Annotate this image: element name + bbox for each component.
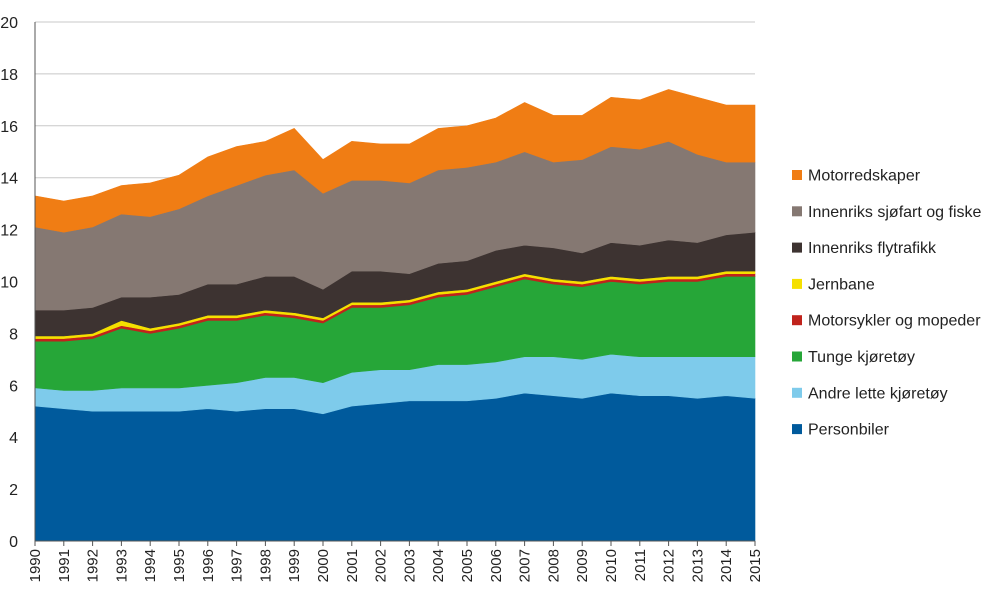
x-tick-label: 2002 (373, 549, 390, 582)
legend-label: Jernbane (808, 276, 875, 293)
x-tick-label: 1995 (171, 549, 188, 582)
x-tick-label: 2007 (517, 549, 534, 582)
y-tick-label: 20 (0, 15, 18, 32)
legend-swatch (792, 170, 802, 180)
legend-swatch (792, 206, 802, 217)
x-tick-label: 2012 (661, 549, 678, 582)
x-tick-label: 1991 (56, 549, 73, 582)
legend-label: Tunge kjøretøy (808, 349, 915, 366)
x-tick-label: 2001 (344, 549, 361, 582)
y-axis-ticks: 0 2 4 6 8 10 12 14 16 18 20 (0, 15, 18, 551)
x-tick-label: 2008 (545, 549, 562, 582)
x-tick-label: 1993 (113, 549, 130, 582)
legend-swatch (792, 278, 802, 289)
x-tick-label: 2000 (315, 549, 332, 582)
x-tick-label: 2011 (632, 549, 649, 581)
y-tick-label: 14 (0, 171, 18, 188)
legend-item-motorredskaper: Motorredskaper (792, 168, 921, 185)
x-tick-label: 1994 (142, 549, 159, 582)
legend-swatch (792, 387, 802, 398)
y-tick-label: 18 (0, 67, 18, 84)
x-tick-label: 2013 (689, 549, 706, 582)
x-tick-label: 2005 (459, 549, 476, 582)
x-tick-label: 2004 (430, 549, 447, 582)
legend-item-andre-lette-kj-ret-y: Andre lette kjøretøy (792, 385, 948, 402)
x-tick-label: 1996 (200, 549, 217, 582)
x-tick-label: 2014 (718, 549, 735, 582)
x-tick-label: 2006 (488, 549, 505, 582)
y-tick-label: 8 (9, 326, 18, 343)
legend-item-innenriks-flytrafikk: Innenriks flytrafikk (792, 240, 937, 257)
x-tick-label: 1998 (257, 549, 274, 582)
x-tick-label: 2009 (574, 549, 591, 582)
x-tick-label: 2003 (401, 549, 418, 582)
y-tick-label: 2 (9, 482, 18, 499)
legend-label: Innenriks sjøfart og fiske (808, 204, 982, 221)
legend-label: Motorsykler og mopeder (808, 313, 981, 330)
y-tick-label: 10 (0, 275, 18, 292)
x-tick-label: 1990 (27, 549, 44, 582)
legend-item-personbiler: Personbiler (792, 422, 890, 439)
legend-swatch (792, 351, 802, 362)
y-tick-label: 6 (9, 378, 18, 395)
legend-swatch (792, 242, 802, 253)
x-tick-label: 2015 (747, 549, 764, 582)
y-tick-label: 4 (9, 430, 18, 447)
legend-item-tunge-kj-ret-y: Tunge kjøretøy (792, 349, 915, 366)
x-tick-label: 1992 (85, 549, 102, 582)
area-motorredskaper (34, 89, 756, 233)
x-tick-label: 1997 (229, 549, 246, 582)
area-personbiler (34, 392, 756, 542)
legend-swatch (792, 424, 802, 435)
legend-label: Andre lette kjøretøy (808, 385, 948, 402)
y-tick-label: 12 (0, 223, 18, 240)
x-tick-label: 1999 (286, 549, 303, 582)
area-series (34, 89, 756, 542)
legend-item-innenriks-sj-fart-og-fiske: Innenriks sjøfart og fiske (792, 204, 982, 221)
y-tick-label: 16 (0, 119, 18, 136)
legend-item-jernbane: Jernbane (792, 276, 875, 293)
x-tick-label: 2010 (603, 549, 620, 582)
legend-label: Personbiler (808, 422, 890, 439)
legend: Motorredskaper Innenriks sjøfart og fiske… (792, 168, 982, 439)
legend-label: Motorredskaper (808, 168, 921, 185)
legend-swatch (792, 315, 802, 326)
legend-label: Innenriks flytrafikk (808, 240, 937, 257)
y-tick-label: 0 (9, 534, 18, 551)
x-axis-ticks: 1990 1991 1992 1993 1994 1995 1996 1997 1998 1999… (27, 541, 764, 582)
axes (34, 22, 755, 542)
legend-item-motorsykler-og-mopeder: Motorsykler og mopeder (792, 313, 981, 330)
